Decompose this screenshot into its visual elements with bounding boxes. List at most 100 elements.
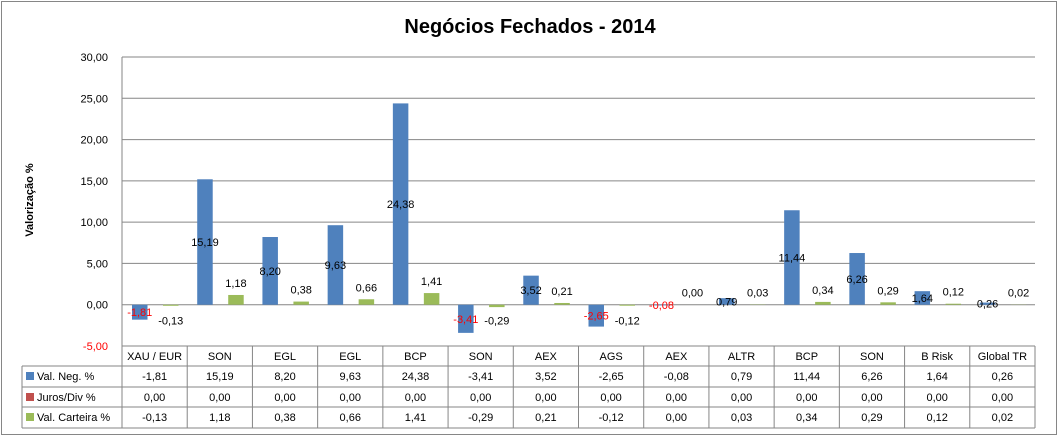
bar-0-10 [784,210,800,305]
data-label: 0,26 [977,299,998,311]
table-cell: 9,63 [340,371,361,383]
category-label: B Risk [921,351,953,363]
y-tick-label: 20,00 [80,135,108,147]
data-label: 0,34 [812,285,833,297]
bar-0-5 [458,304,474,333]
table-cell: -2,65 [599,371,624,383]
data-label: 6,26 [846,274,867,286]
table-cell: 15,19 [206,371,234,383]
bar-0-0 [132,304,148,320]
category-label: XAU / EUR [127,351,182,363]
data-label: 0,29 [877,285,898,297]
y-axis-label: Valorização % [24,163,36,237]
bar-2-12 [945,303,962,305]
table-cell: -3,41 [468,371,493,383]
data-label: 0,21 [551,286,572,298]
table-cell: 1,64 [926,371,947,383]
y-tick-label: -5,00 [83,341,108,353]
table-cell: 0,00 [340,392,361,404]
bar-2-4 [423,293,440,305]
table-cell: 0,12 [926,412,947,424]
table-cell: 0,00 [405,392,426,404]
table-cell: 1,41 [405,412,426,424]
data-label: 0,00 [682,288,703,300]
table-cell: 0,00 [535,392,556,404]
table-cell: 0,00 [796,392,817,404]
table-cell: 6,26 [861,371,882,383]
data-label: 1,64 [912,293,933,305]
data-label: 0,02 [1008,288,1029,300]
legend-label: Juros/Div % [37,392,96,404]
bar-0-4 [392,103,409,305]
category-label: SON [208,351,232,363]
y-tick-label: 15,00 [80,176,108,188]
table-cell: 0,21 [535,412,556,424]
data-label: -2,65 [584,311,609,323]
table-cell: 0,00 [666,392,687,404]
table-cell: 0,29 [861,412,882,424]
category-label: AEX [665,351,688,363]
data-label: 0,66 [356,282,377,294]
chart-title: Negócios Fechados - 2014 [404,16,656,38]
legend-key [26,393,34,401]
data-label: 0,03 [747,287,768,299]
bar-2-7 [619,304,635,306]
data-label: -0,12 [615,316,640,328]
data-label: 1,18 [225,278,246,290]
table-cell: 1,18 [209,412,230,424]
data-label: 8,20 [259,266,280,278]
bar-0-1 [197,179,213,305]
table-cell: -1,81 [142,371,167,383]
table-cell: -0,08 [664,371,689,383]
bar-0-7 [588,304,604,327]
data-label: 24,38 [387,199,415,211]
data-label: -0,08 [649,300,674,312]
table-cell: -0,12 [599,412,624,424]
bar-0-2 [262,237,278,305]
table-cell: 0,34 [796,412,817,424]
category-label: BCP [404,351,427,363]
bar-2-2 [293,301,309,305]
category-label: EGL [339,351,361,363]
legend-key [26,372,34,380]
table-cell: 0,02 [992,412,1013,424]
y-tick-label: 0,00 [87,300,108,312]
data-label: -3,41 [453,314,478,326]
bar-0-9 [718,298,735,305]
data-label: 0,79 [716,296,737,308]
bar-2-5 [489,304,505,308]
table-cell: 24,38 [402,371,430,383]
table-cell: 3,52 [535,371,556,383]
category-label: SON [860,351,884,363]
data-label: 3,52 [520,285,541,297]
table-cell: 0,66 [340,412,361,424]
table-cell: -0,13 [142,412,167,424]
table-cell: 0,00 [144,392,165,404]
table-cell: 0,00 [861,392,882,404]
data-label: 0,38 [290,285,311,297]
bar-0-13 [979,302,996,305]
bar-2-10 [815,301,831,305]
bar-0-12 [914,291,931,305]
category-label: SON [469,351,493,363]
y-tick-label: 5,00 [87,258,108,270]
bar-0-3 [327,225,344,305]
table-cell: 0,79 [731,371,752,383]
table-cell: 0,38 [274,412,295,424]
table-cell: 0,00 [470,392,491,404]
y-tick-label: 30,00 [80,52,108,64]
bar-2-1 [228,294,244,305]
data-label: 1,41 [421,276,442,288]
data-label: -1,81 [127,307,152,319]
y-tick-label: 10,00 [80,217,108,229]
table-cell: -0,29 [468,412,493,424]
category-label: AGS [599,351,622,363]
category-label: AEX [535,351,558,363]
data-label: -0,13 [158,316,183,328]
table-cell: 0,00 [274,392,295,404]
y-tick-label: 25,00 [80,93,108,105]
data-label: 11,44 [779,252,806,264]
